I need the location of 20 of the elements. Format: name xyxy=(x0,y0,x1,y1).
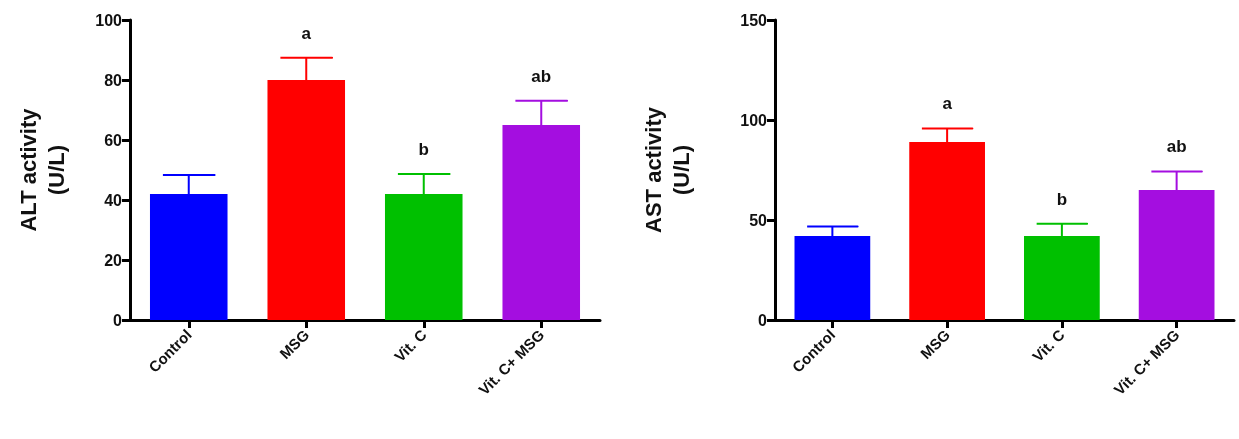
annotation: ab xyxy=(1166,137,1187,157)
y-tick-label: 100 xyxy=(95,11,123,29)
y-tick-label: 0 xyxy=(758,311,768,329)
annotation: b xyxy=(1056,189,1068,209)
annotation: a xyxy=(942,94,953,114)
x-tick-label: Vit. C xyxy=(1028,325,1069,365)
y-tick-label: 20 xyxy=(104,251,123,269)
y-tick-label: 150 xyxy=(740,11,768,29)
y-tick-label: 100 xyxy=(740,111,768,129)
y-tick-label: 60 xyxy=(104,131,123,149)
y-tick-label: 80 xyxy=(104,71,123,89)
annotation: b xyxy=(418,139,429,159)
y-axis-title: ALT activity (U/L) xyxy=(15,107,69,232)
x-tick-label: Vit. C xyxy=(390,325,430,365)
annotation: a xyxy=(301,23,312,43)
y-tick-label: 50 xyxy=(749,211,768,229)
y-tick-label: 0 xyxy=(113,311,123,329)
y-tick-label: 40 xyxy=(104,191,123,209)
annotation: ab xyxy=(531,66,552,86)
y-axis-title: AST activity (U/L) xyxy=(640,106,694,233)
